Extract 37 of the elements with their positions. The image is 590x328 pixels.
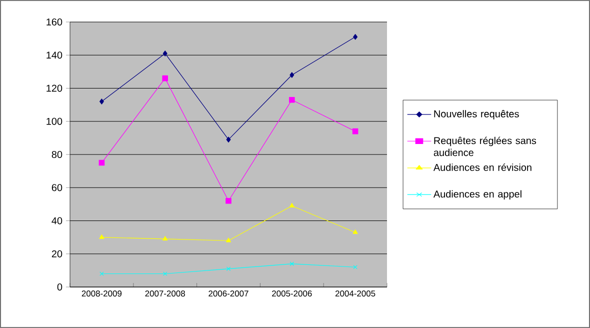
legend-label: Requêtes réglées sans audience [434, 136, 536, 156]
point [353, 34, 358, 40]
x-tick-label: 2007-2008 [145, 290, 185, 297]
point [290, 72, 294, 78]
point [226, 238, 232, 242]
point [352, 229, 358, 234]
y-tick-label: 20 [52, 250, 62, 258]
legend-label: Nouvelles requêtes [434, 110, 519, 120]
x-tick-label: 2008-2009 [82, 290, 122, 297]
line-series [100, 262, 358, 276]
x-tick-label: 2006-2007 [208, 290, 248, 297]
point [289, 202, 294, 208]
x-tick-label: 2005-2006 [272, 290, 312, 297]
point [99, 98, 104, 104]
point [162, 50, 168, 56]
y-tick-label: 40 [52, 217, 62, 224]
legend-label: Audiences en révision [433, 163, 532, 171]
point [352, 128, 358, 134]
y-tick-label: 160 [46, 18, 62, 26]
y-tick-label: 0 [57, 283, 62, 291]
point [290, 262, 294, 266]
y-tick-label: 120 [46, 84, 62, 92]
point [289, 96, 295, 103]
y-tick-label: 140 [46, 52, 62, 59]
x-tick-label: 2004-2005 [335, 290, 376, 297]
point [98, 160, 105, 166]
point [226, 266, 231, 271]
y-tick-label: 100 [46, 118, 62, 125]
point [162, 236, 168, 241]
y-tick-label: 80 [52, 150, 62, 158]
legend-label: Audiences en appel [433, 190, 522, 200]
point [99, 234, 104, 239]
point [162, 272, 168, 276]
y-tick-label: 60 [52, 184, 62, 192]
point [226, 136, 231, 142]
point [226, 198, 232, 204]
point [162, 75, 168, 82]
